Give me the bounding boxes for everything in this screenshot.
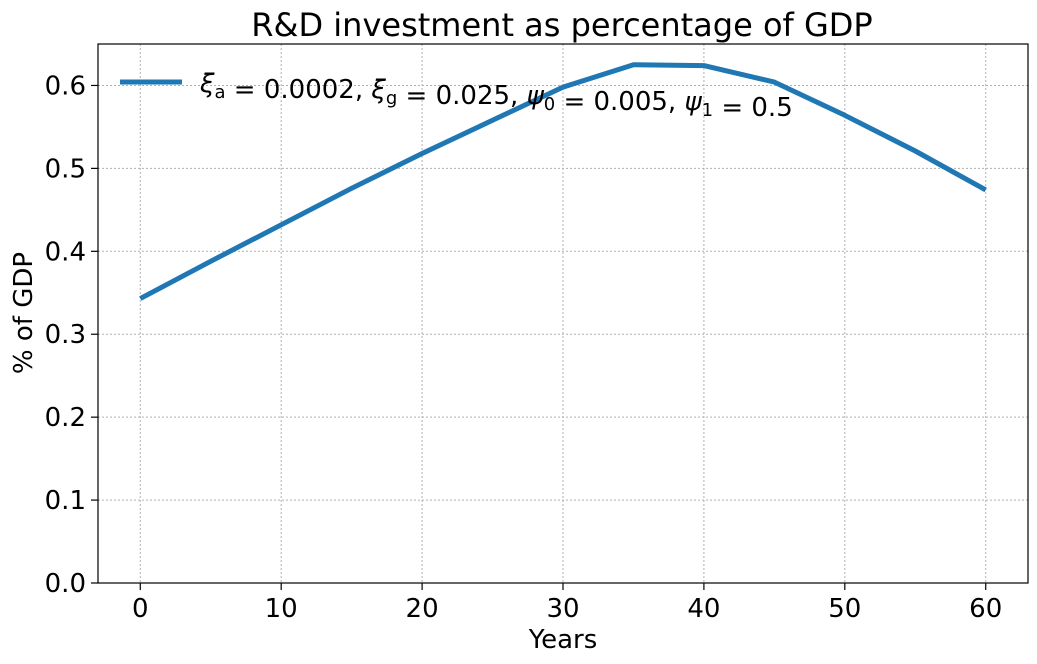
x-tick-label: 50 [828,594,861,624]
x-tick-label: 40 [687,594,720,624]
y-tick-label: 0.5 [45,154,86,184]
y-tick-label: 0.6 [45,71,86,101]
legend: ξa = 0.0002, ξg = 0.025, ψ0 = 0.005, ψ1 … [120,69,793,123]
chart-title: R&D investment as percentage of GDP [251,6,872,44]
y-tick-label: 0.4 [45,237,86,267]
grid [98,44,1028,584]
y-axis-label: % of GDP [9,252,39,374]
ticks: 0 10 20 30 40 50 60 0.0 0.1 0.2 0.3 0.4 0.5 0.6 [45,71,1003,624]
y-tick-label: 0.1 [45,486,86,516]
x-tick-label: 0 [132,594,149,624]
x-tick-label: 20 [406,594,439,624]
y-tick-label: 0.2 [45,403,86,433]
series-line [139,62,987,301]
x-tick-label: 60 [969,594,1002,624]
y-tick-label: 0.0 [45,569,86,599]
y-tick-label: 0.3 [45,320,86,350]
x-tick-label: 30 [546,594,579,624]
series-layer [139,62,987,301]
x-axis-label: Years [528,625,598,655]
legend-label: ξa = 0.0002, ξg = 0.025, ψ0 = 0.005, ψ1 … [199,69,793,123]
x-tick-label: 10 [265,594,298,624]
